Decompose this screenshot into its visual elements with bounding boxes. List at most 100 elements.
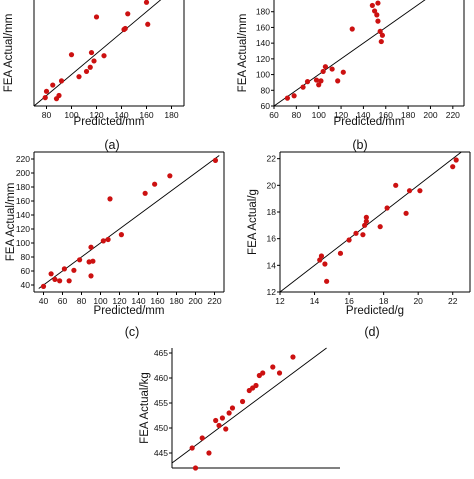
data-point — [66, 278, 72, 284]
reference-line — [38, 155, 220, 289]
data-point — [145, 21, 151, 27]
data-point — [349, 26, 355, 32]
y-tick-label: 455 — [154, 398, 168, 408]
data-point — [88, 244, 94, 250]
y-tick-label: 180 — [16, 182, 30, 192]
y-tick-label: 220 — [16, 154, 30, 164]
data-point — [329, 66, 335, 72]
x-tick-label: 120 — [112, 296, 126, 306]
x-tick-label: 220 — [207, 296, 221, 306]
data-point — [318, 253, 325, 259]
data-point — [48, 271, 54, 277]
data-point — [43, 88, 50, 94]
data-point — [219, 415, 225, 421]
x-tick-label: 14 — [310, 296, 320, 306]
data-point — [371, 8, 378, 14]
x-tick-label: 120 — [334, 110, 348, 120]
data-point — [192, 465, 199, 471]
data-point — [142, 190, 148, 196]
data-point — [384, 205, 390, 211]
y-tick-label: 140 — [256, 38, 270, 48]
x-tick-label: 100 — [312, 110, 326, 120]
data-point — [212, 157, 219, 163]
data-point — [377, 224, 383, 230]
y-tick-label: 450 — [154, 423, 168, 433]
panel-b-label: (b) — [352, 138, 367, 152]
data-point — [206, 450, 212, 456]
panel-c: 40 60 80 100 120 140 160 180 200 220 40 60 80 100 120 1… — [5, 151, 225, 317]
y-tick-label: 80 — [261, 85, 271, 95]
data-point — [91, 58, 97, 64]
y-tick-label: 120 — [256, 54, 270, 64]
y-tick-label: 40 — [21, 280, 31, 290]
data-point — [346, 237, 352, 243]
data-point — [403, 210, 409, 216]
y-tick-label: 120 — [16, 224, 30, 234]
data-point — [76, 74, 82, 80]
data-point — [100, 238, 106, 244]
data-point — [58, 78, 65, 84]
y-tick-label: 140 — [16, 210, 30, 220]
data-point — [239, 398, 246, 405]
data-point — [77, 257, 83, 263]
y-tick-label: 12 — [267, 287, 277, 297]
data-point — [88, 273, 94, 279]
y-axis-label: FEA Actual/g — [247, 189, 259, 255]
panel-b: 60 80 100 120 140 160 180 200 220 60 80 100 120 140 16… — [237, 0, 465, 128]
data-point — [216, 422, 222, 429]
x-axis-label: Predicted/mm — [334, 116, 405, 128]
panel-d: 12 14 16 18 20 22 12 14 16 18 20 22 Predicted/g FEA A… — [247, 151, 471, 317]
x-tick-label: 220 — [446, 110, 460, 120]
data-point — [322, 64, 329, 70]
data-point — [68, 52, 75, 58]
y-tick-label: 160 — [16, 196, 30, 206]
data-point — [83, 68, 90, 75]
data-point — [320, 68, 326, 75]
x-axis-label: Predicted/g — [346, 305, 404, 317]
data-point — [52, 276, 58, 282]
x-axis-label: Predicted/mm — [74, 116, 145, 128]
data-point — [317, 257, 323, 263]
data-point — [353, 230, 359, 236]
y-tick-label: 22 — [267, 154, 277, 164]
panel-a: 80 100 120 140 160 180 Predicted/mm FEA Actual/… — [3, 0, 185, 128]
data-point — [118, 232, 124, 238]
data-point — [199, 435, 205, 441]
data-point — [375, 0, 381, 6]
data-point — [379, 32, 386, 38]
x-tick-label: 200 — [188, 296, 202, 306]
reference-line — [279, 151, 462, 293]
data-point — [90, 258, 96, 264]
data-point — [393, 182, 399, 188]
y-axis-label: FEA Actual/mm — [237, 14, 249, 93]
y-tick-label: 18 — [267, 207, 277, 217]
data-point — [362, 222, 368, 228]
data-point — [167, 173, 173, 179]
panel-c-label: (c) — [125, 325, 140, 339]
data-point — [284, 95, 291, 101]
x-tick-label: 60 — [269, 110, 279, 120]
data-point — [290, 354, 296, 360]
x-tick-label: 12 — [275, 296, 285, 306]
x-tick-label: 16 — [344, 296, 354, 306]
data-point — [318, 78, 324, 84]
y-tick-label: 60 — [261, 101, 271, 111]
data-point — [87, 64, 93, 70]
panel-a-label: (a) — [104, 138, 119, 152]
panel-e: 445 450 455 460 465 FEA Actual/kg — [139, 347, 340, 471]
y-tick-label: 16 — [267, 234, 277, 244]
data-point — [107, 196, 113, 202]
y-tick-label: 80 — [21, 252, 31, 262]
x-tick-label: 18 — [379, 296, 389, 306]
data-point — [40, 283, 47, 289]
data-point — [61, 266, 67, 272]
y-tick-label: 465 — [154, 348, 168, 358]
data-point — [223, 426, 229, 432]
x-tick-label: 100 — [93, 296, 107, 306]
data-point — [189, 445, 195, 451]
x-tick-label: 22 — [448, 296, 458, 306]
data-point — [316, 82, 322, 88]
data-point — [340, 69, 346, 75]
data-point — [143, 0, 150, 5]
data-point — [322, 261, 328, 267]
